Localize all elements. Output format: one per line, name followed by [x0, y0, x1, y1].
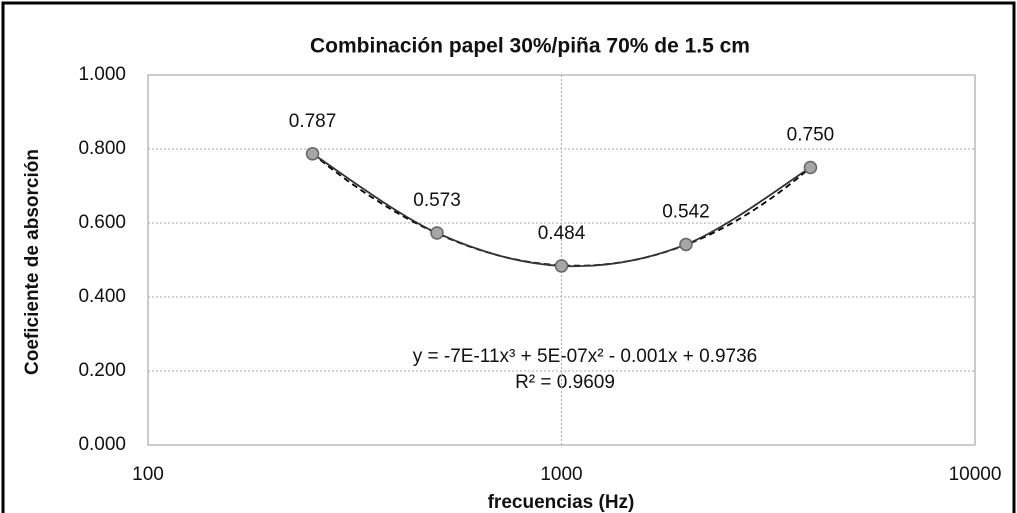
- y-tick-label: 0.200: [78, 360, 126, 381]
- y-tick-label: 0.800: [78, 138, 126, 159]
- data-point: [305, 147, 320, 161]
- x-tick-label: 100: [132, 464, 164, 485]
- x-tick-label: 1000: [540, 464, 582, 485]
- data-label: 0.542: [662, 201, 710, 222]
- data-label: 0.484: [538, 223, 586, 244]
- trendline-equation: y = -7E-11x³ + 5E-07x² - 0.001x + 0.9736: [413, 346, 757, 367]
- data-point: [803, 160, 818, 175]
- data-label: 0.573: [413, 190, 461, 211]
- chart-title: Combinación papel 30%/piña 70% de 1.5 cm: [310, 35, 750, 58]
- data-point: [679, 237, 693, 252]
- r-squared: R² = 0.9609: [515, 372, 615, 393]
- data-point: [554, 259, 569, 273]
- data-label: 0.750: [787, 125, 835, 146]
- data-label: 0.787: [289, 111, 337, 132]
- x-tick-label: 10000: [949, 464, 1002, 485]
- y-tick-label: 0.000: [78, 434, 126, 455]
- x-axis-title: frecuencias (Hz): [488, 492, 635, 513]
- y-tick-label: 0.600: [78, 212, 126, 233]
- y-axis-title: Coeficiente de absorción: [22, 149, 43, 375]
- y-tick-label: 1.000: [78, 64, 126, 85]
- trendline: [311, 153, 812, 267]
- y-tick-label: 0.400: [78, 286, 126, 307]
- data-point: [430, 226, 444, 240]
